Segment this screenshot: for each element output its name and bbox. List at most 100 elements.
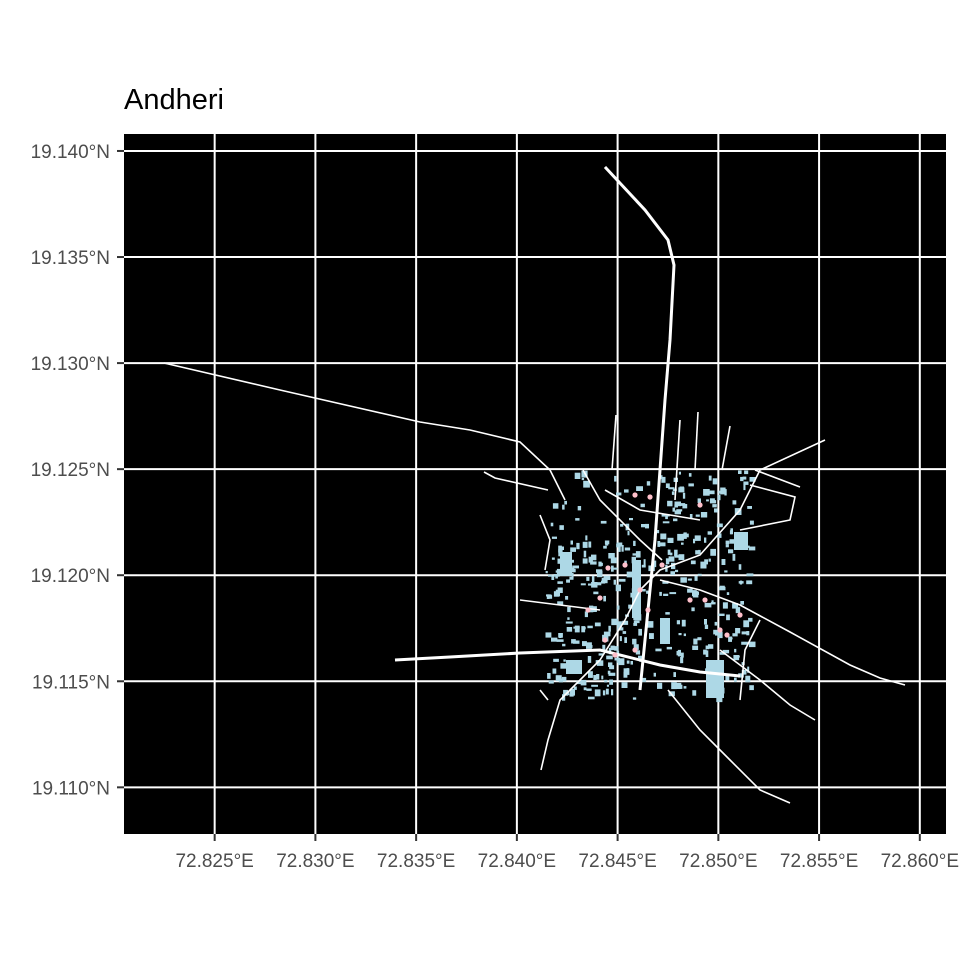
building — [717, 494, 721, 501]
building — [746, 580, 753, 585]
building — [671, 562, 676, 570]
building — [563, 689, 568, 696]
building — [704, 537, 707, 543]
building — [711, 600, 714, 605]
building — [581, 626, 586, 633]
building — [677, 533, 684, 541]
building — [704, 624, 709, 629]
gridlines — [124, 134, 946, 834]
building — [588, 696, 595, 700]
building — [571, 559, 574, 563]
building — [596, 582, 602, 586]
building — [571, 572, 574, 579]
building — [689, 514, 693, 519]
building — [646, 590, 649, 594]
building — [674, 549, 678, 557]
building — [573, 640, 580, 644]
building — [663, 514, 670, 517]
building — [632, 560, 641, 618]
building — [633, 644, 639, 650]
building — [675, 569, 679, 573]
building — [630, 661, 633, 665]
poi-point — [632, 647, 638, 653]
building — [745, 675, 751, 683]
poi-point — [647, 494, 653, 500]
building — [638, 628, 642, 636]
building — [553, 658, 559, 662]
building — [610, 645, 615, 651]
building — [682, 504, 688, 509]
building — [555, 675, 562, 682]
building — [681, 542, 684, 545]
building — [638, 655, 643, 659]
building — [748, 641, 756, 648]
building — [746, 631, 750, 636]
building — [669, 592, 677, 595]
building — [706, 499, 709, 502]
building — [724, 570, 728, 573]
building — [676, 651, 679, 656]
building — [583, 687, 587, 691]
building — [567, 617, 570, 620]
building — [588, 671, 593, 678]
poi-point — [659, 562, 665, 568]
poi-point — [632, 492, 638, 498]
building — [676, 620, 680, 625]
y-tick-label: 19.110°N — [32, 778, 110, 799]
building — [677, 649, 681, 657]
building — [615, 584, 621, 592]
building — [741, 670, 747, 675]
building — [569, 688, 575, 696]
building — [708, 475, 712, 481]
building — [746, 573, 754, 577]
building — [545, 571, 548, 574]
building — [714, 621, 718, 626]
building — [582, 558, 588, 564]
building — [709, 490, 715, 495]
x-tick-label: 72.835°E — [377, 851, 455, 872]
building — [609, 665, 615, 670]
building — [708, 644, 714, 649]
building — [712, 504, 717, 508]
poi-point — [737, 612, 743, 618]
poi-point — [724, 632, 730, 638]
building — [662, 521, 670, 524]
building — [722, 602, 728, 609]
building — [668, 556, 675, 562]
building — [660, 618, 670, 644]
building — [565, 596, 569, 600]
building — [743, 484, 746, 491]
building — [604, 540, 610, 545]
building — [708, 558, 711, 562]
poi-point — [697, 502, 703, 508]
building — [591, 575, 595, 583]
building — [545, 632, 552, 638]
building — [608, 625, 611, 632]
building — [607, 670, 611, 675]
building — [610, 557, 617, 564]
y-tick-label: 19.130°N — [31, 354, 110, 375]
building — [682, 492, 686, 499]
building — [655, 648, 662, 652]
building — [588, 556, 593, 563]
building — [674, 501, 681, 507]
building — [611, 689, 614, 696]
building — [569, 576, 574, 580]
building — [657, 541, 661, 547]
poi-point — [605, 565, 611, 571]
building — [552, 503, 559, 509]
poi-point — [622, 562, 628, 568]
building — [558, 545, 562, 553]
x-tick-label: 72.845°E — [578, 851, 656, 872]
building — [617, 621, 622, 628]
building — [737, 655, 740, 658]
building — [748, 617, 753, 622]
x-axis: 72.825°E 72.830°E 72.835°E 72.840°E 72.845°E… — [175, 834, 959, 872]
building — [666, 646, 672, 650]
building — [576, 542, 580, 550]
building — [687, 588, 693, 593]
building — [557, 587, 563, 593]
poi-point — [597, 595, 603, 601]
y-axis: 19.110°N 19.115°N 19.120°N 19.125°N 19.130°N… — [31, 142, 124, 799]
poi-point — [687, 597, 693, 603]
